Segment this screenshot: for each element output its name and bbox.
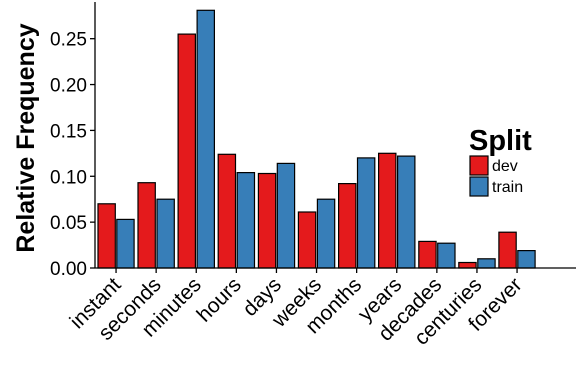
y-tick-label: 0.25 [50, 30, 87, 51]
y-axis-title: Relative Frequency [12, 23, 40, 252]
legend-key-dev [469, 155, 489, 176]
bar-hours-train [236, 172, 256, 269]
bar-months-dev [338, 183, 357, 269]
bar-minutes-train [196, 9, 216, 269]
bar-instant-train [116, 218, 135, 269]
bar-years-train [397, 155, 416, 269]
bar-years-dev [378, 152, 397, 269]
legend-label-train: train [492, 179, 523, 196]
x-tick-label-hours: hours [192, 273, 245, 326]
bar-decades-dev [418, 240, 437, 269]
bar-minutes-dev [177, 33, 197, 269]
bar-forever-train [517, 250, 536, 269]
y-tick-label: 0.10 [50, 167, 87, 188]
bar-centuries-train [477, 258, 496, 269]
bar-seconds-train [156, 198, 175, 269]
bar-decades-train [437, 242, 456, 269]
bar-weeks-dev [297, 211, 317, 269]
bar-months-train [356, 157, 376, 269]
bar-hours-dev [217, 153, 237, 269]
bar-centuries-dev [458, 261, 477, 269]
bar-forever-dev [498, 231, 517, 269]
y-tick-label: 0.20 [50, 76, 87, 97]
bar-days-dev [257, 172, 277, 269]
y-tick-label: 0.05 [50, 213, 87, 234]
legend-label-dev: dev [492, 158, 518, 175]
legend: Split dev train [469, 125, 532, 197]
bar-instant-dev [97, 203, 116, 269]
plot-area: 0.000.050.100.150.200.25instantsecondsmi… [50, 2, 576, 350]
y-tick-label: 0.00 [50, 259, 87, 280]
bar-weeks-train [316, 198, 336, 269]
bar-seconds-dev [137, 182, 156, 269]
legend-key-train [469, 176, 489, 197]
y-tick-label: 0.15 [50, 121, 87, 142]
legend-title: Split [469, 125, 532, 157]
bar-days-train [276, 162, 296, 269]
